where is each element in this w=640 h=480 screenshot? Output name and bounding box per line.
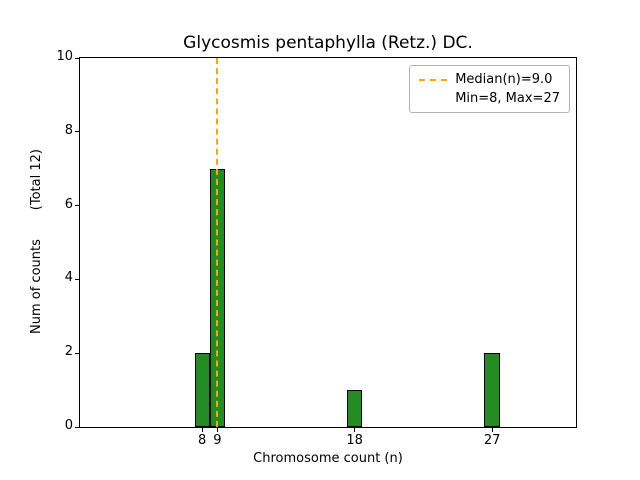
bar-n18 [347, 390, 363, 427]
x-tick-mark [201, 428, 203, 432]
median-line-legend-swatch-icon [419, 78, 448, 81]
median-line [216, 58, 219, 427]
x-tick-mark [491, 428, 493, 432]
x-tick-label: 8 [197, 433, 207, 448]
x-axis-label: Chromosome count (n) [253, 451, 403, 466]
legend-row-median: Median(n)=9.0 [419, 72, 560, 87]
y-tick-label: 0 [64, 418, 73, 433]
y-tick-label: 6 [64, 196, 73, 212]
legend-label-minmax: Min=8, Max=27 [455, 91, 560, 106]
y-tick-mark [75, 57, 79, 59]
x-tick-mark [354, 428, 356, 432]
y-tick-mark [75, 426, 79, 428]
plot-area: Median(n)=9.0 Min=8, Max=27 [80, 58, 576, 427]
y-tick-label: 4 [64, 270, 73, 286]
chart-title: Glycosmis pentaphylla (Retz.) DC. [183, 33, 473, 53]
y-tick-label: 8 [64, 122, 73, 138]
x-tick-label: 9 [213, 433, 222, 448]
legend: Median(n)=9.0 Min=8, Max=27 [409, 65, 570, 113]
y-tick-label: 2 [64, 344, 73, 360]
x-tick-label: 27 [483, 433, 501, 448]
y-tick-label: 10 [56, 49, 73, 64]
y-tick-mark [75, 352, 79, 354]
legend-row-minmax: Min=8, Max=27 [419, 91, 560, 106]
legend-label-median: Median(n)=9.0 [455, 72, 553, 87]
y-tick-mark [75, 205, 79, 207]
x-tick-mark [216, 428, 218, 432]
y-axis-label: Num of counts (Total 12) [29, 149, 44, 334]
bar-n27 [484, 353, 500, 427]
x-tick-label: 18 [346, 433, 363, 448]
y-tick-mark [75, 131, 79, 133]
y-tick-mark [75, 278, 79, 280]
bar-n8 [194, 353, 210, 427]
